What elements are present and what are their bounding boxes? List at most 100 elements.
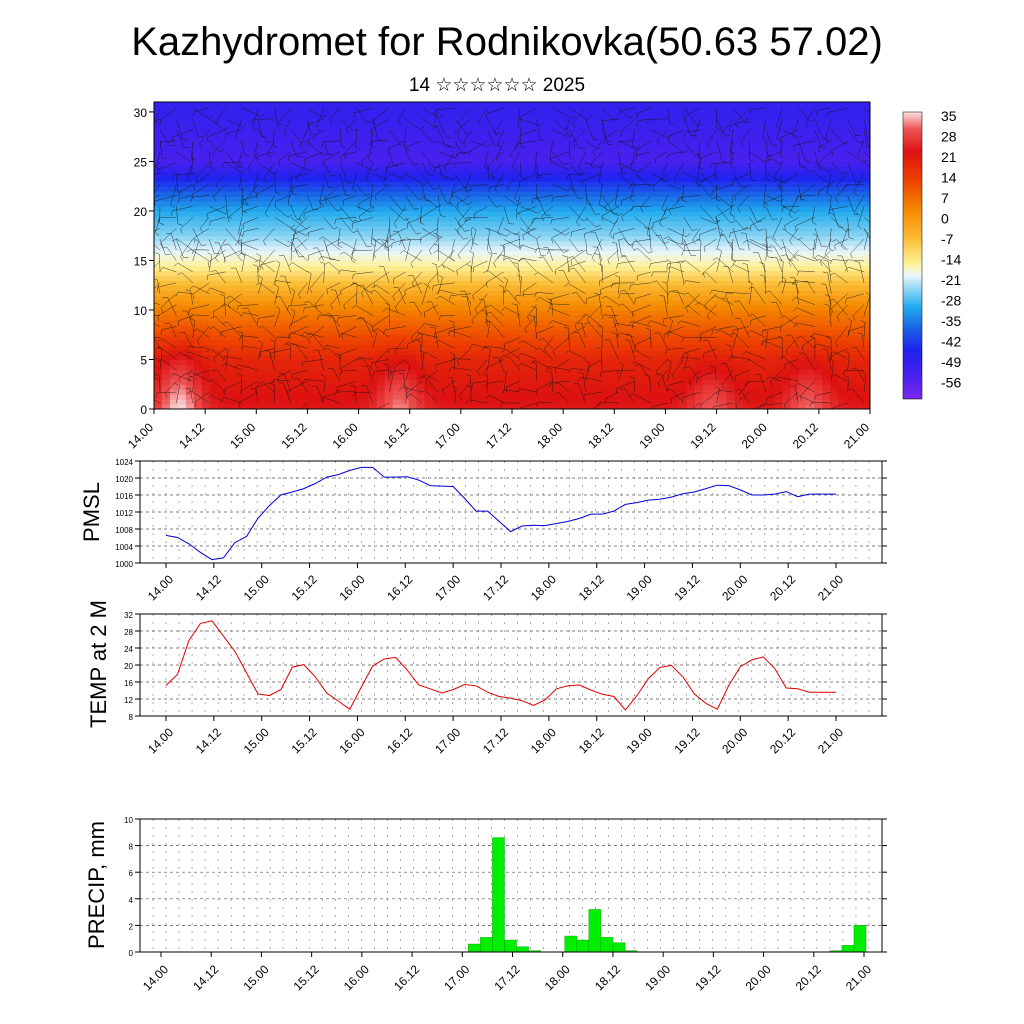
heatmap-cell (201, 270, 211, 276)
heatmap-cell (527, 399, 537, 405)
heatmap-cell (567, 205, 577, 212)
heatmap-cell (424, 111, 434, 118)
heatmap-cell (233, 156, 243, 163)
heatmap-cell (464, 275, 473, 281)
heatmap-cell (663, 186, 672, 192)
heatmap-cell (392, 260, 402, 267)
heatmap-cell (480, 181, 489, 187)
heatmap-cell (265, 181, 274, 187)
heatmap-cell (249, 106, 259, 113)
heatmap-cell (169, 354, 179, 361)
heatmap-cell (663, 270, 672, 276)
heatmap-cell (710, 290, 720, 296)
heatmap-cell (496, 339, 505, 346)
heatmap-cell (241, 359, 251, 366)
heatmap-cell (543, 265, 553, 271)
heatmap-cell (352, 186, 362, 192)
heatmap-cell (424, 295, 434, 301)
heatmap-cell (480, 319, 489, 326)
heatmap-cell (161, 290, 171, 296)
heatmap-cell (257, 384, 266, 390)
heatmap-cell (742, 220, 752, 227)
heatmap-cell (623, 181, 632, 187)
heatmap-cell (209, 196, 219, 202)
heatmap-cell (408, 220, 418, 227)
heatmap-cell (273, 404, 282, 409)
heatmap-cell (694, 300, 704, 306)
heatmap-cell (750, 275, 760, 281)
heatmap-cell (336, 166, 346, 172)
heatmap-cell (647, 161, 656, 167)
heatmap-cell (297, 156, 306, 163)
heatmap-cell (329, 146, 338, 153)
heatmap-cell (281, 131, 290, 138)
heatmap-cell (496, 181, 505, 187)
heatmap-cell (169, 131, 179, 138)
heatmap-cell (289, 186, 298, 192)
heatmap-cell (591, 191, 601, 197)
heatmap-cell (225, 166, 235, 172)
heatmap-cell (161, 111, 171, 118)
heatmap-cell (535, 210, 545, 217)
heatmap-cell (535, 314, 545, 321)
heatmap-cell (281, 384, 290, 390)
heatmap-cell (368, 156, 378, 163)
heatmap-cell (209, 309, 219, 316)
heatmap-cell (329, 324, 338, 331)
heatmap-cell (424, 235, 434, 242)
heatmap-cell (360, 161, 370, 167)
heatmap-cell (488, 215, 497, 222)
heatmap-cell (472, 126, 481, 133)
heatmap-cell (615, 131, 624, 138)
heatmap-cell (209, 359, 219, 366)
heatmap-cell (655, 136, 664, 143)
heatmap-cell (336, 359, 346, 366)
heatmap-cell (336, 210, 346, 217)
heatmap-cell (257, 201, 266, 207)
heatmap-cell (480, 314, 489, 321)
heatmap-cell (305, 201, 314, 207)
heatmap-cell (408, 324, 418, 331)
heatmap-cell (535, 225, 545, 232)
heatmap-cell (519, 191, 529, 197)
heatmap-cell (758, 181, 768, 187)
heatmap-cell (400, 240, 410, 247)
heatmap-cell (599, 196, 609, 202)
heatmap-cell (543, 270, 553, 276)
heatmap-cell (734, 255, 744, 262)
heatmap-cell (344, 389, 354, 395)
heatmap-cell (408, 339, 418, 346)
heatmap-cell (488, 186, 497, 192)
heatmap-cell (734, 121, 744, 128)
heatmap-cell (193, 151, 203, 158)
heatmap-cell (344, 171, 354, 177)
heatmap-cell (185, 280, 195, 286)
heatmap-cell (480, 102, 489, 108)
heatmap-cell (249, 329, 259, 336)
heatmap-cell (400, 260, 410, 267)
heatmap-cell (766, 235, 776, 242)
heatmap-cell (591, 399, 601, 405)
heatmap-cell (368, 290, 378, 296)
heatmap-cell (519, 339, 529, 346)
heatmap-cell (623, 285, 632, 291)
heatmap-cell (631, 161, 640, 167)
heatmap-cell (273, 250, 282, 257)
heatmap-cell (734, 349, 744, 356)
heatmap-cell (567, 215, 577, 222)
heatmap-cell (241, 116, 251, 123)
heatmap-cell (671, 136, 680, 143)
heatmap-cell (718, 300, 728, 306)
heatmap-cell (352, 106, 362, 113)
heatmap-cell (718, 394, 728, 400)
heatmap-cell (352, 369, 362, 375)
heatmap-cell (504, 349, 513, 356)
heatmap-cell (225, 295, 235, 301)
heatmap-cell (623, 349, 632, 356)
heatmap-cell (726, 339, 736, 346)
heatmap-cell (360, 324, 370, 331)
heatmap-cell (424, 201, 434, 207)
heatmap-cell (480, 151, 489, 158)
heatmap-cell (416, 176, 426, 182)
heatmap-cell (448, 295, 457, 301)
